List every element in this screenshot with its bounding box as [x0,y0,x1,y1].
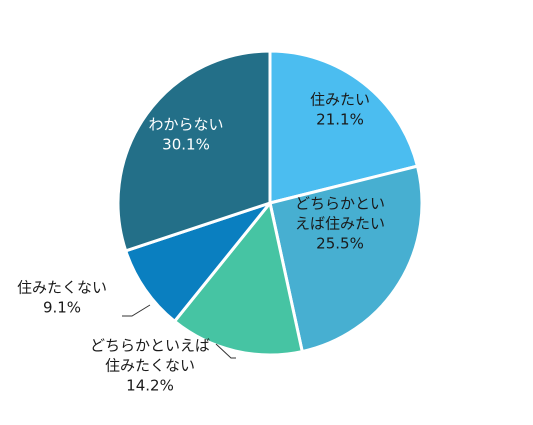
slice-label-1-line-1: えば住みたい [295,215,385,233]
slice-label-4-line-0: わからない [148,116,223,134]
slice-label-0: 住みたい 21.1% [310,91,370,129]
slice-label-2-line-1: 住みたくない [105,357,195,375]
slice-label-1-line-2: 25.5% [316,235,364,253]
pie-slice-3 [124,201,272,323]
pie-slice-0 [268,49,419,205]
pie-slice-1 [268,164,424,354]
slice-labels: 住みたい 21.1%どちらかといえば住みたい 25.5%どちらかといえば住みたくない… [17,91,385,395]
pie-slice-2 [173,201,304,357]
slice-label-0-line-1: 21.1% [316,111,364,129]
slice-label-3-line-1: 9.1% [43,299,81,317]
slice-label-0-line-0: 住みたい [310,91,370,109]
leader-line-2 [215,343,236,359]
slice-label-4: わからない 30.1% [148,116,223,154]
leader-lines [122,304,236,359]
pie-slices [116,49,424,357]
leader-line-3 [122,304,151,317]
slice-label-3: 住みたくない 9.1% [17,279,107,317]
slice-label-2-line-0: どちらかといえば [90,337,210,355]
slice-label-2-line-2: 14.2% [126,377,174,395]
slice-label-4-line-1: 30.1% [162,136,210,154]
slice-label-2: どちらかといえば住みたくない 14.2% [90,337,210,395]
pie-slice-4 [116,49,272,253]
slice-label-3-line-0: 住みたくない [17,279,107,297]
slice-label-1-line-0: どちらかとい [295,195,385,213]
slice-label-1: どちらかといえば住みたい 25.5% [295,195,385,253]
